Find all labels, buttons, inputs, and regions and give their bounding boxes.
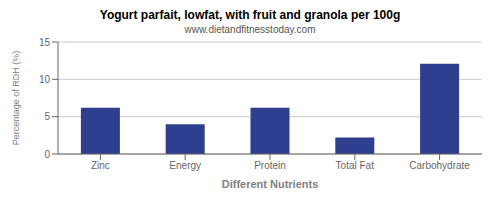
html-text:www.dietandfitnesstoday.com: www.dietandfitnesstoday.com xyxy=(184,24,316,35)
svg-text:Zinc: Zinc xyxy=(91,160,110,171)
html-text:Yogurt parfait, lowfat, with f: Yogurt parfait, lowfat, with fruit and g… xyxy=(99,8,401,22)
svg-text:10: 10 xyxy=(39,74,51,85)
svg-text:Percentage of RDH (%): Percentage of RDH (%) xyxy=(11,51,21,146)
svg-text:Carbohydrate: Carbohydrate xyxy=(409,160,470,171)
svg-text:5: 5 xyxy=(44,111,50,122)
svg-text:Energy: Energy xyxy=(169,160,201,171)
svg-text:Protein: Protein xyxy=(254,160,286,171)
svg-text:Different Nutrients: Different Nutrients xyxy=(222,178,319,190)
svg-text:15: 15 xyxy=(39,37,51,48)
svg-text:0: 0 xyxy=(44,149,50,160)
svg-text:Total Fat: Total Fat xyxy=(336,160,375,171)
